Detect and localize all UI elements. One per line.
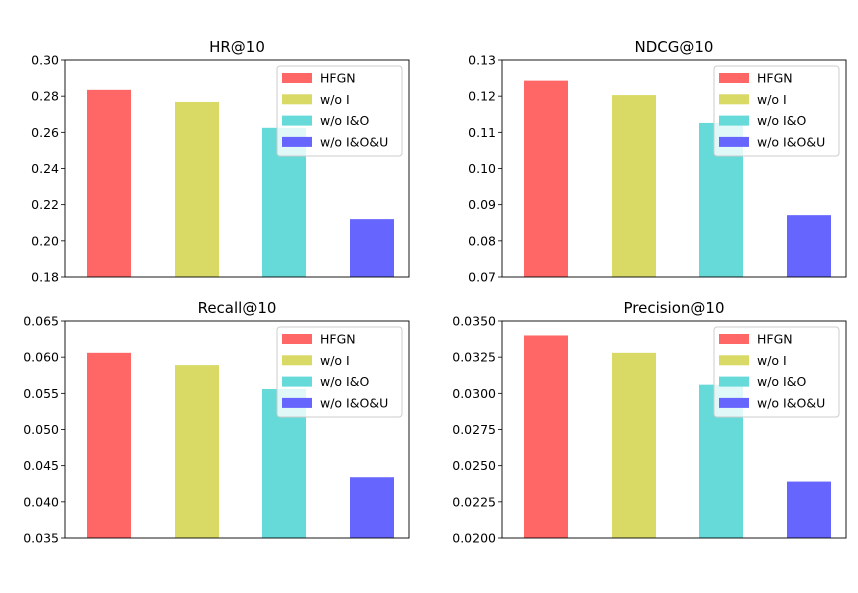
subplot-precision-at-10: Precision@10 0.0200 0.0225 0.0250 0.0275 0.03… bbox=[452, 299, 847, 546]
legend-label: w/o I&O bbox=[757, 374, 806, 389]
y-tick-label: 0.0225 bbox=[452, 494, 496, 509]
legend-label: w/o I&O bbox=[320, 374, 369, 389]
legend-swatch bbox=[282, 115, 312, 126]
y-tick-label: 0.30 bbox=[31, 53, 59, 68]
legend-swatch bbox=[282, 397, 312, 408]
legend-label: w/o I bbox=[757, 92, 787, 107]
legend-label: w/o I&O&U bbox=[757, 134, 825, 149]
legend-label: w/o I&O bbox=[320, 113, 369, 128]
legend-label: HFGN bbox=[757, 332, 793, 347]
legend: HFGN w/o I w/o I&O w/o I&O&U bbox=[276, 65, 403, 157]
legend-label: w/o I bbox=[320, 353, 350, 368]
legend-swatch bbox=[282, 136, 312, 147]
subplot-ndcg-at-10: NDCG@10 0.07 0.08 0.09 0.10 0.11 0.12 0.13 HFGN w… bbox=[468, 38, 847, 285]
bar-w-o-i-o-u bbox=[787, 481, 831, 538]
legend-swatch bbox=[719, 73, 749, 83]
y-tick-label: 0.0250 bbox=[452, 458, 496, 473]
chart-title: NDCG@10 bbox=[635, 38, 714, 56]
legend-swatch bbox=[719, 94, 749, 105]
y-tick-label: 0.0200 bbox=[452, 531, 496, 546]
y-tick-label: 0.11 bbox=[468, 125, 496, 140]
bar-hfgn bbox=[87, 89, 131, 278]
legend-swatch bbox=[719, 334, 749, 344]
legend-label: w/o I&O&U bbox=[757, 395, 825, 410]
legend-swatch bbox=[719, 376, 749, 387]
y-tick-label: 0.055 bbox=[23, 386, 59, 401]
legend-swatch bbox=[719, 136, 749, 147]
subplot-recall-at-10: Recall@10 0.035 0.040 0.045 0.050 0.055 0.060 0… bbox=[23, 299, 410, 546]
bar-hfgn bbox=[524, 80, 568, 278]
bar-w-o-i bbox=[175, 365, 219, 538]
axes-frame bbox=[64, 59, 410, 278]
legend-swatch bbox=[282, 73, 312, 83]
y-tick-label: 0.0325 bbox=[452, 350, 496, 365]
bar-w-o-i bbox=[612, 352, 656, 538]
bar-hfgn bbox=[524, 335, 568, 538]
legend-swatch bbox=[719, 397, 749, 408]
y-tick-label: 0.040 bbox=[23, 494, 59, 509]
legend: HFGN w/o I w/o I&O w/o I&O&U bbox=[713, 65, 840, 157]
y-tick-label: 0.0275 bbox=[452, 422, 496, 437]
y-tick-label: 0.065 bbox=[23, 314, 59, 329]
legend-label: w/o I&O bbox=[757, 113, 806, 128]
legend-box bbox=[713, 65, 840, 157]
bar-w-o-i bbox=[175, 101, 219, 277]
y-tick-label: 0.045 bbox=[23, 458, 59, 473]
y-tick-label: 0.26 bbox=[31, 125, 59, 140]
y-tick-label: 0.060 bbox=[23, 350, 59, 365]
bar-w-o-i-o-u bbox=[350, 219, 394, 277]
y-tick-label: 0.08 bbox=[468, 233, 496, 248]
legend-swatch bbox=[719, 355, 749, 366]
legend-swatch bbox=[719, 115, 749, 126]
chart-title: Precision@10 bbox=[623, 299, 724, 317]
y-tick-label: 0.10 bbox=[468, 161, 496, 176]
legend-box bbox=[276, 65, 403, 157]
legend-label: w/o I bbox=[757, 353, 787, 368]
y-tick-label: 0.07 bbox=[468, 270, 496, 285]
legend-label: HFGN bbox=[320, 71, 356, 86]
bar-w-o-i-o-u bbox=[787, 215, 831, 277]
legend-label: w/o I&O&U bbox=[320, 134, 388, 149]
legend-label: HFGN bbox=[320, 332, 356, 347]
legend-box bbox=[713, 326, 840, 418]
y-tick-label: 0.035 bbox=[23, 531, 59, 546]
bar-w-o-i-o-u bbox=[350, 477, 394, 538]
axes-frame bbox=[501, 59, 847, 278]
y-tick-label: 0.18 bbox=[31, 270, 59, 285]
y-tick-label: 0.22 bbox=[31, 197, 59, 212]
y-tick-label: 0.0300 bbox=[452, 386, 496, 401]
y-tick-label: 0.050 bbox=[23, 422, 59, 437]
bar-w-o-i bbox=[612, 95, 656, 277]
chart-title: Recall@10 bbox=[198, 299, 277, 317]
y-tick-label: 0.28 bbox=[31, 89, 59, 104]
axes-frame bbox=[64, 320, 410, 539]
legend-label: w/o I bbox=[320, 92, 350, 107]
legend-swatch bbox=[282, 376, 312, 387]
legend-box bbox=[276, 326, 403, 418]
y-tick-label: 0.20 bbox=[31, 233, 59, 248]
axes-frame bbox=[501, 320, 847, 539]
bar-hfgn bbox=[87, 352, 131, 538]
legend-label: HFGN bbox=[757, 71, 793, 86]
y-tick-label: 0.09 bbox=[468, 197, 496, 212]
legend-swatch bbox=[282, 355, 312, 366]
subplot-hr-at-10: HR@10 0.18 0.20 0.22 0.24 0.26 0.28 0.30 HFGN w/o… bbox=[31, 38, 410, 285]
y-tick-label: 0.12 bbox=[468, 89, 496, 104]
legend-swatch bbox=[282, 94, 312, 105]
y-tick-label: 0.24 bbox=[31, 161, 59, 176]
legend-swatch bbox=[282, 334, 312, 344]
chart-title: HR@10 bbox=[209, 38, 265, 56]
y-tick-label: 0.0350 bbox=[452, 314, 496, 329]
legend-label: w/o I&O&U bbox=[320, 395, 388, 410]
y-tick-label: 0.13 bbox=[468, 53, 496, 68]
legend: HFGN w/o I w/o I&O w/o I&O&U bbox=[276, 326, 403, 418]
legend: HFGN w/o I w/o I&O w/o I&O&U bbox=[713, 326, 840, 418]
